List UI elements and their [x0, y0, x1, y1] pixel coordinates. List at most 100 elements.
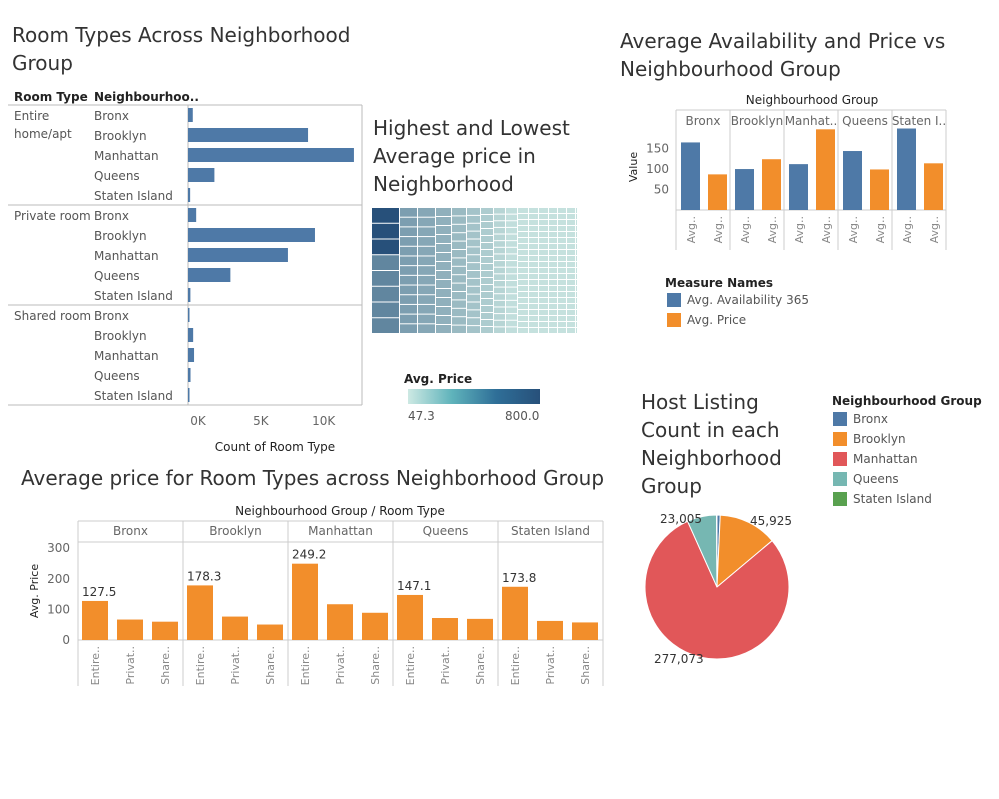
- row-label: Manhattan: [94, 249, 159, 263]
- treemap-cell: [539, 268, 548, 273]
- row-label: Manhattan: [94, 349, 159, 363]
- group-label: Manhattan: [308, 524, 373, 538]
- treemap-cell: [506, 294, 517, 300]
- row-label: Bronx: [94, 109, 129, 123]
- treemap-cell: [418, 314, 435, 324]
- treemap-cell: [452, 233, 466, 241]
- treemap-cell: [567, 262, 575, 267]
- treemap-cell: [576, 316, 577, 321]
- x-tick-label: Avg..: [928, 216, 941, 243]
- treemap-cell: [506, 214, 517, 221]
- treemap-cell: [372, 223, 399, 239]
- treemap-cell: [567, 274, 575, 279]
- x-tick-label: Avg..: [793, 216, 806, 243]
- group-label: Brooklyn: [209, 524, 262, 538]
- group-label: Brooklyn: [731, 114, 784, 128]
- treemap-cell: [506, 280, 517, 287]
- treemap-cell: [529, 274, 538, 279]
- treemap-cell: [481, 320, 493, 326]
- treemap-cell: [518, 220, 528, 225]
- group-label: Bronx: [113, 524, 148, 538]
- treemap-cell: [452, 224, 466, 233]
- treemap-cell: [494, 274, 505, 280]
- treemap-legend-min: 47.3: [408, 409, 435, 423]
- treemap-cell: [436, 244, 451, 252]
- treemap-cell: [436, 226, 451, 234]
- treemap-cell: [494, 234, 505, 241]
- treemap-cell: [506, 261, 517, 267]
- treemap-cell: [567, 328, 575, 333]
- availability-title: Average Availability and Price vs Neighb…: [620, 29, 946, 81]
- x-tick-label: Share..: [369, 646, 382, 685]
- bar: [188, 308, 190, 322]
- treemap-cell: [494, 254, 505, 261]
- room-types-title: Room Types Across Neighborhood Group: [12, 23, 351, 75]
- treemap-cell: [400, 295, 417, 304]
- treemap-cell: [529, 238, 538, 243]
- treemap-cell: [436, 298, 451, 306]
- host-pie-chart: 45,925 23,005 277,073: [644, 512, 792, 666]
- treemap-cell: [518, 244, 528, 249]
- treemap-cell: [529, 304, 538, 309]
- row-label: Staten Island: [94, 389, 173, 403]
- x-tick-label: Avg..: [712, 216, 725, 243]
- treemap-cell: [452, 241, 466, 249]
- x-tick-label: Avg..: [766, 216, 779, 243]
- legend-swatch-orange: [667, 313, 681, 327]
- treemap-cell: [481, 229, 493, 235]
- treemap-cell: [452, 325, 466, 333]
- treemap-cell: [558, 328, 566, 333]
- treemap-cell: [467, 215, 480, 223]
- treemap-cell: [418, 217, 435, 227]
- treemap-cell: [539, 316, 548, 321]
- treemap-cell: [418, 246, 435, 256]
- x-tick-label: Privat..: [439, 646, 452, 685]
- treemap-cell: [539, 262, 548, 267]
- treemap-cell: [567, 268, 575, 273]
- treemap-cell: [481, 327, 493, 333]
- treemap-cell: [400, 285, 417, 295]
- bar: [188, 328, 194, 342]
- treemap-cell: [567, 256, 575, 261]
- treemap-cell: [481, 250, 493, 256]
- treemap-cell: [518, 238, 528, 243]
- treemap-cell: [467, 326, 480, 333]
- bar: [188, 168, 215, 182]
- treemap-cell: [529, 292, 538, 297]
- group-label: Bronx: [686, 114, 721, 128]
- treemap-cell: [436, 316, 451, 324]
- pie-label-brooklyn: 45,925: [750, 514, 792, 528]
- treemap-cell: [481, 243, 493, 249]
- bar: [188, 268, 231, 282]
- treemap-cell: [558, 250, 566, 255]
- treemap-cell: [452, 266, 466, 275]
- bar: [188, 248, 288, 262]
- measure-legend-title: Measure Names: [665, 276, 774, 290]
- treemap-cell: [494, 247, 505, 254]
- treemap-cell: [481, 208, 493, 214]
- treemap-cell: [506, 247, 517, 254]
- treemap-cell: [567, 280, 575, 285]
- pie-legend-item: Manhattan: [833, 452, 918, 466]
- bar: [870, 169, 889, 210]
- treemap-cell: [506, 267, 517, 274]
- treemap-cell: [494, 300, 505, 307]
- treemap-cell: [372, 208, 399, 223]
- treemap-cell: [549, 238, 557, 243]
- treemap-cell: [567, 232, 575, 237]
- bar: [188, 148, 354, 162]
- treemap-cell: [452, 275, 466, 283]
- treemap-cell: [467, 310, 480, 318]
- pie-legend-item: Bronx: [833, 412, 888, 426]
- treemap-cell: [481, 222, 493, 228]
- treemap-cell: [518, 262, 528, 267]
- treemap-cell: [539, 274, 548, 279]
- bar: [187, 585, 213, 640]
- group-label: Staten Island: [511, 524, 590, 538]
- treemap-cell: [576, 262, 577, 267]
- x-tick-label: Share..: [579, 646, 592, 685]
- treemap-cell: [518, 292, 528, 297]
- treemap-cell: [452, 300, 466, 308]
- treemap-cell: [452, 317, 466, 325]
- treemap-cell: [372, 286, 399, 302]
